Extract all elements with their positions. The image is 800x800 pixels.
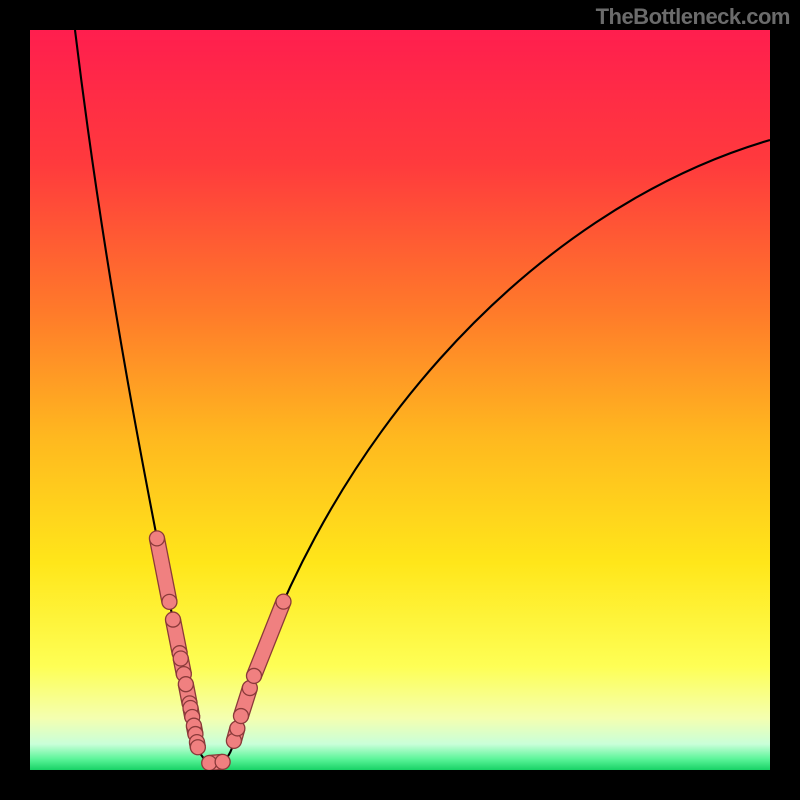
data-marker bbox=[189, 735, 205, 755]
data-marker bbox=[202, 754, 230, 770]
watermark-label: TheBottleneck.com bbox=[596, 4, 790, 30]
chart-canvas: TheBottleneck.com bbox=[0, 0, 800, 800]
chart-background bbox=[30, 30, 770, 770]
chart-svg bbox=[0, 0, 800, 800]
